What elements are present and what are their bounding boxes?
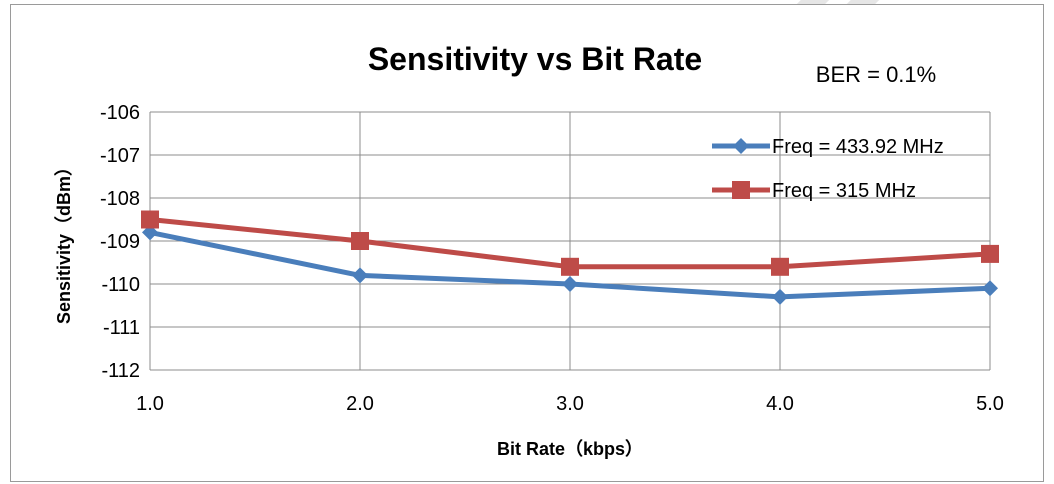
x-tick-label: 5.0	[976, 393, 1004, 415]
ber-annotation: BER = 0.1%	[816, 62, 936, 87]
y-tick-label: -112	[101, 360, 140, 382]
y-tick-label: -108	[100, 188, 140, 210]
y-tick-label: -107	[100, 145, 140, 167]
legend: Freq = 433.92 MHz Freq = 315 MHz	[712, 136, 944, 202]
x-tick-label: 2.0	[346, 393, 374, 415]
x-axis-title: Bit Rate（kbps）	[497, 439, 643, 459]
gridlines	[149, 111, 991, 371]
legend-marker	[732, 181, 750, 199]
x-tick-label: 3.0	[556, 393, 584, 415]
chart-title: Sensitivity vs Bit Rate	[368, 41, 702, 77]
data-point	[772, 288, 788, 305]
y-axis-title: Sensitivity（dBm）	[54, 158, 74, 324]
legend-item-2: Freq = 315 MHz	[712, 180, 916, 202]
legend-label: Freq = 315 MHz	[772, 180, 916, 202]
data-point	[981, 244, 999, 263]
x-tick-label: 4.0	[766, 393, 794, 415]
y-tick-label: -109	[100, 231, 140, 253]
data-point	[982, 280, 998, 297]
y-tick-label: -111	[103, 317, 140, 339]
data-point	[141, 210, 159, 229]
series-2	[141, 210, 999, 276]
data-point	[352, 267, 368, 284]
data-point	[561, 257, 579, 276]
legend-marker	[733, 138, 749, 154]
y-tick-label: -110	[101, 274, 140, 296]
legend-item-1: Freq = 433.92 MHz	[712, 136, 944, 158]
y-tick-label: -106	[100, 102, 140, 124]
data-point	[351, 232, 369, 250]
series-group	[141, 210, 999, 305]
legend-label: Freq = 433.92 MHz	[772, 136, 944, 158]
x-tick-label: 1.0	[136, 393, 164, 415]
chart-frame	[10, 4, 1044, 482]
tick-labels: -106 -107 -108 -109 -110 -111 -112 1.0 2.0 3.0 4.0…	[100, 102, 1004, 415]
data-point	[771, 257, 789, 276]
data-point	[562, 276, 578, 292]
